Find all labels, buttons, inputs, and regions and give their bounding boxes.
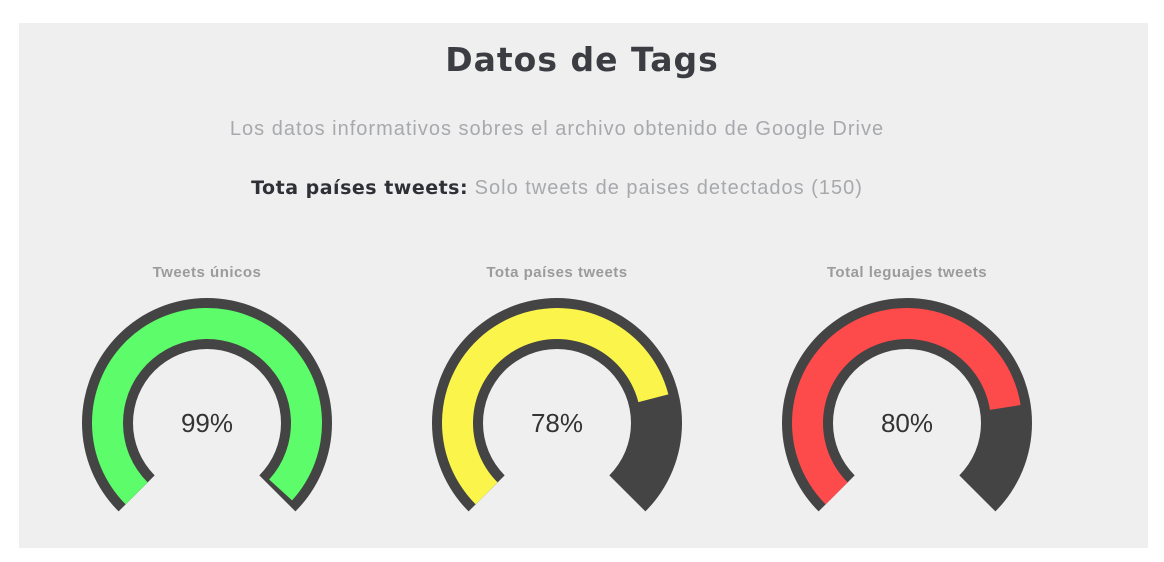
gauge-value-arc bbox=[442, 308, 669, 505]
summary-line: Tota países tweets: Solo tweets de paise… bbox=[0, 177, 1114, 200]
page-title: Datos de Tags bbox=[445, 40, 719, 79]
gauge-title: Tweets únicos bbox=[152, 264, 262, 281]
gauge-svg: 99% bbox=[81, 298, 333, 512]
gauge-value-arc bbox=[791, 308, 1021, 505]
gauge-svg: 78% bbox=[432, 298, 682, 512]
gauge-value-label: 78% bbox=[531, 408, 583, 438]
gauge-title: Total leguajes tweets bbox=[826, 264, 988, 281]
summary-label: Tota países tweets: bbox=[251, 177, 469, 199]
gauge-value-arc bbox=[92, 308, 323, 505]
gauge-tweets-unicos: Tweets únicos 99% bbox=[77, 258, 337, 528]
gauge-value-label: 99% bbox=[181, 408, 233, 438]
gauge-svg: 80% bbox=[782, 298, 1032, 512]
gauge-value-label: 80% bbox=[881, 408, 933, 438]
page-subtitle: Los datos informativos sobres el archivo… bbox=[229, 118, 885, 140]
gauge-total-lenguajes: Total leguajes tweets 80% bbox=[777, 258, 1037, 528]
summary-value: Solo tweets de paises detectados (150) bbox=[474, 177, 863, 199]
gauge-title: Tota países tweets bbox=[486, 264, 628, 281]
gauge-tota-paises: Tota países tweets 78% bbox=[427, 258, 687, 528]
tags-panel bbox=[19, 23, 1148, 548]
